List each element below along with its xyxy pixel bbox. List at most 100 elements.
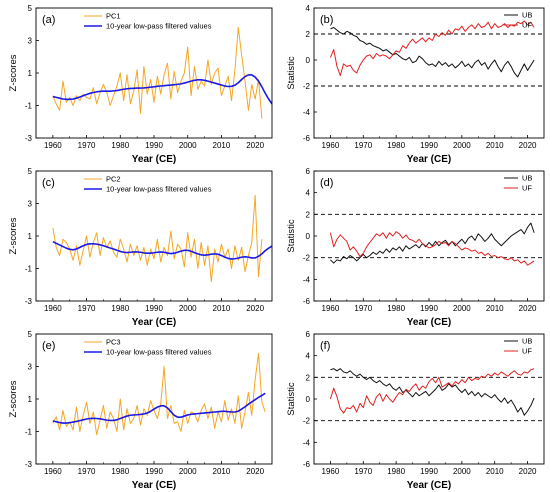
x-tick-label: 1980: [111, 141, 129, 150]
x-tick-label: 2000: [179, 467, 197, 476]
panel-label: (c): [42, 177, 55, 189]
panel-label: (f): [320, 340, 330, 352]
y-tick-label: -3: [25, 297, 33, 306]
y-tick-label: 6: [306, 330, 311, 339]
y-tick-label: -2: [303, 417, 311, 426]
legend-label: UB: [522, 11, 532, 20]
x-tick-label: 2010: [213, 141, 231, 150]
y-axis-title: Z-scores: [8, 217, 19, 254]
series-line-uf: [329, 20, 535, 77]
panel-d: 1960 1970 1980 1990 2000 2010 2020 -6 -4 -2 0 2 4 6 Ye…: [286, 167, 545, 328]
x-tick-label: 1960: [322, 467, 340, 476]
x-tick-label: 2010: [213, 304, 231, 313]
x-axis-title: Year (CE): [407, 154, 451, 165]
x-tick-label: 2020: [519, 467, 537, 476]
x-tick-label: 1970: [354, 467, 372, 476]
y-tick-label: 5: [28, 167, 33, 176]
legend-label: UB: [522, 174, 532, 183]
y-tick-label: 1: [28, 232, 33, 241]
x-tick-label: 1990: [420, 304, 438, 313]
plot-frame: [313, 7, 545, 139]
x-tick-label: 2020: [519, 304, 537, 313]
x-axis-title: Year (CE): [407, 480, 451, 491]
legend-label: PC3: [106, 338, 121, 347]
series-line-pc: [52, 27, 263, 119]
y-tick-label: 4: [306, 352, 311, 361]
plot-frame: [313, 170, 545, 302]
x-tick-label: 2010: [486, 467, 504, 476]
x-tick-label: 1990: [420, 141, 438, 150]
legend-label: 10-year low-pass filtered values: [106, 185, 212, 194]
x-tick-label: 2000: [453, 467, 471, 476]
legend-label: 10-year low-pass filtered values: [106, 22, 212, 31]
x-tick-label: 1980: [111, 304, 129, 313]
y-tick-label: 0: [306, 56, 311, 65]
series-line-uf: [329, 368, 535, 414]
legend-label: UB: [522, 337, 532, 346]
y-tick-label: -1: [25, 428, 33, 437]
x-tick-label: 1960: [322, 304, 340, 313]
y-tick-label: 3: [28, 200, 33, 209]
panel-e: 1960 1970 1980 1990 2000 2010 2020 -3 -1 1 3 5 Year …: [8, 330, 273, 491]
x-axis-title: Year (CE): [132, 317, 176, 328]
x-tick-label: 1980: [387, 467, 405, 476]
y-axis-title: Statistic: [286, 56, 297, 90]
x-tick-label: 1970: [78, 141, 96, 150]
x-tick-label: 1960: [322, 141, 340, 150]
y-tick-label: -4: [303, 108, 311, 117]
legend-label: 10-year low-pass filtered values: [106, 348, 212, 357]
series-line-ub: [330, 27, 535, 78]
series-line-ub: [330, 368, 535, 416]
y-tick-label: 4: [306, 189, 311, 198]
series-line-uf: [329, 231, 535, 266]
panel-label: (b): [320, 14, 333, 26]
y-axis-title: Z-scores: [8, 380, 19, 417]
y-tick-label: -1: [25, 265, 33, 274]
y-tick-label: 6: [306, 167, 311, 176]
x-tick-label: 1970: [78, 304, 96, 313]
x-tick-label: 1990: [145, 141, 163, 150]
y-tick-label: -1: [25, 102, 33, 111]
y-tick-label: 3: [28, 37, 33, 46]
y-axis-title: Statistic: [286, 219, 297, 253]
y-tick-label: -3: [25, 134, 33, 143]
x-tick-label: 1980: [387, 141, 405, 150]
y-tick-label: 0: [306, 395, 311, 404]
panel-label: (d): [320, 177, 333, 189]
y-tick-label: 5: [28, 330, 33, 339]
y-axis-title: Statistic: [286, 382, 297, 416]
y-tick-label: -3: [25, 460, 33, 469]
y-tick-label: -2: [303, 82, 311, 91]
x-tick-label: 2020: [519, 141, 537, 150]
legend-label: PC2: [106, 175, 121, 184]
x-tick-label: 2000: [179, 141, 197, 150]
x-tick-label: 1960: [44, 467, 62, 476]
series-line-pc: [52, 353, 266, 436]
x-tick-label: 2020: [246, 141, 264, 150]
panel-a: 1960 1970 1980 1990 2000 2010 2020 -3 -1 1 3 5 Year …: [8, 4, 273, 165]
series-line-filtered: [52, 74, 272, 105]
x-tick-label: 1970: [354, 304, 372, 313]
x-axis-title: Year (CE): [132, 480, 176, 491]
x-tick-label: 2020: [246, 467, 264, 476]
legend-label: UF: [522, 347, 532, 356]
panel-b: 1960 1970 1980 1990 2000 2010 2020 -6 -4 -2 0 2 4 Yea…: [286, 4, 545, 165]
panel-c: 1960 1970 1980 1990 2000 2010 2020 -3 -1 1 3 5 Year …: [8, 167, 273, 328]
panel-label: (a): [42, 14, 55, 26]
x-tick-label: 2000: [453, 304, 471, 313]
y-tick-label: -4: [303, 438, 311, 447]
x-tick-label: 2000: [179, 304, 197, 313]
x-tick-label: 2010: [213, 467, 231, 476]
x-tick-label: 1970: [354, 141, 372, 150]
y-tick-label: -6: [303, 460, 311, 469]
legend-label: UF: [522, 21, 532, 30]
y-tick-label: 4: [306, 4, 311, 13]
x-tick-label: 1980: [387, 304, 405, 313]
x-tick-label: 2000: [453, 141, 471, 150]
